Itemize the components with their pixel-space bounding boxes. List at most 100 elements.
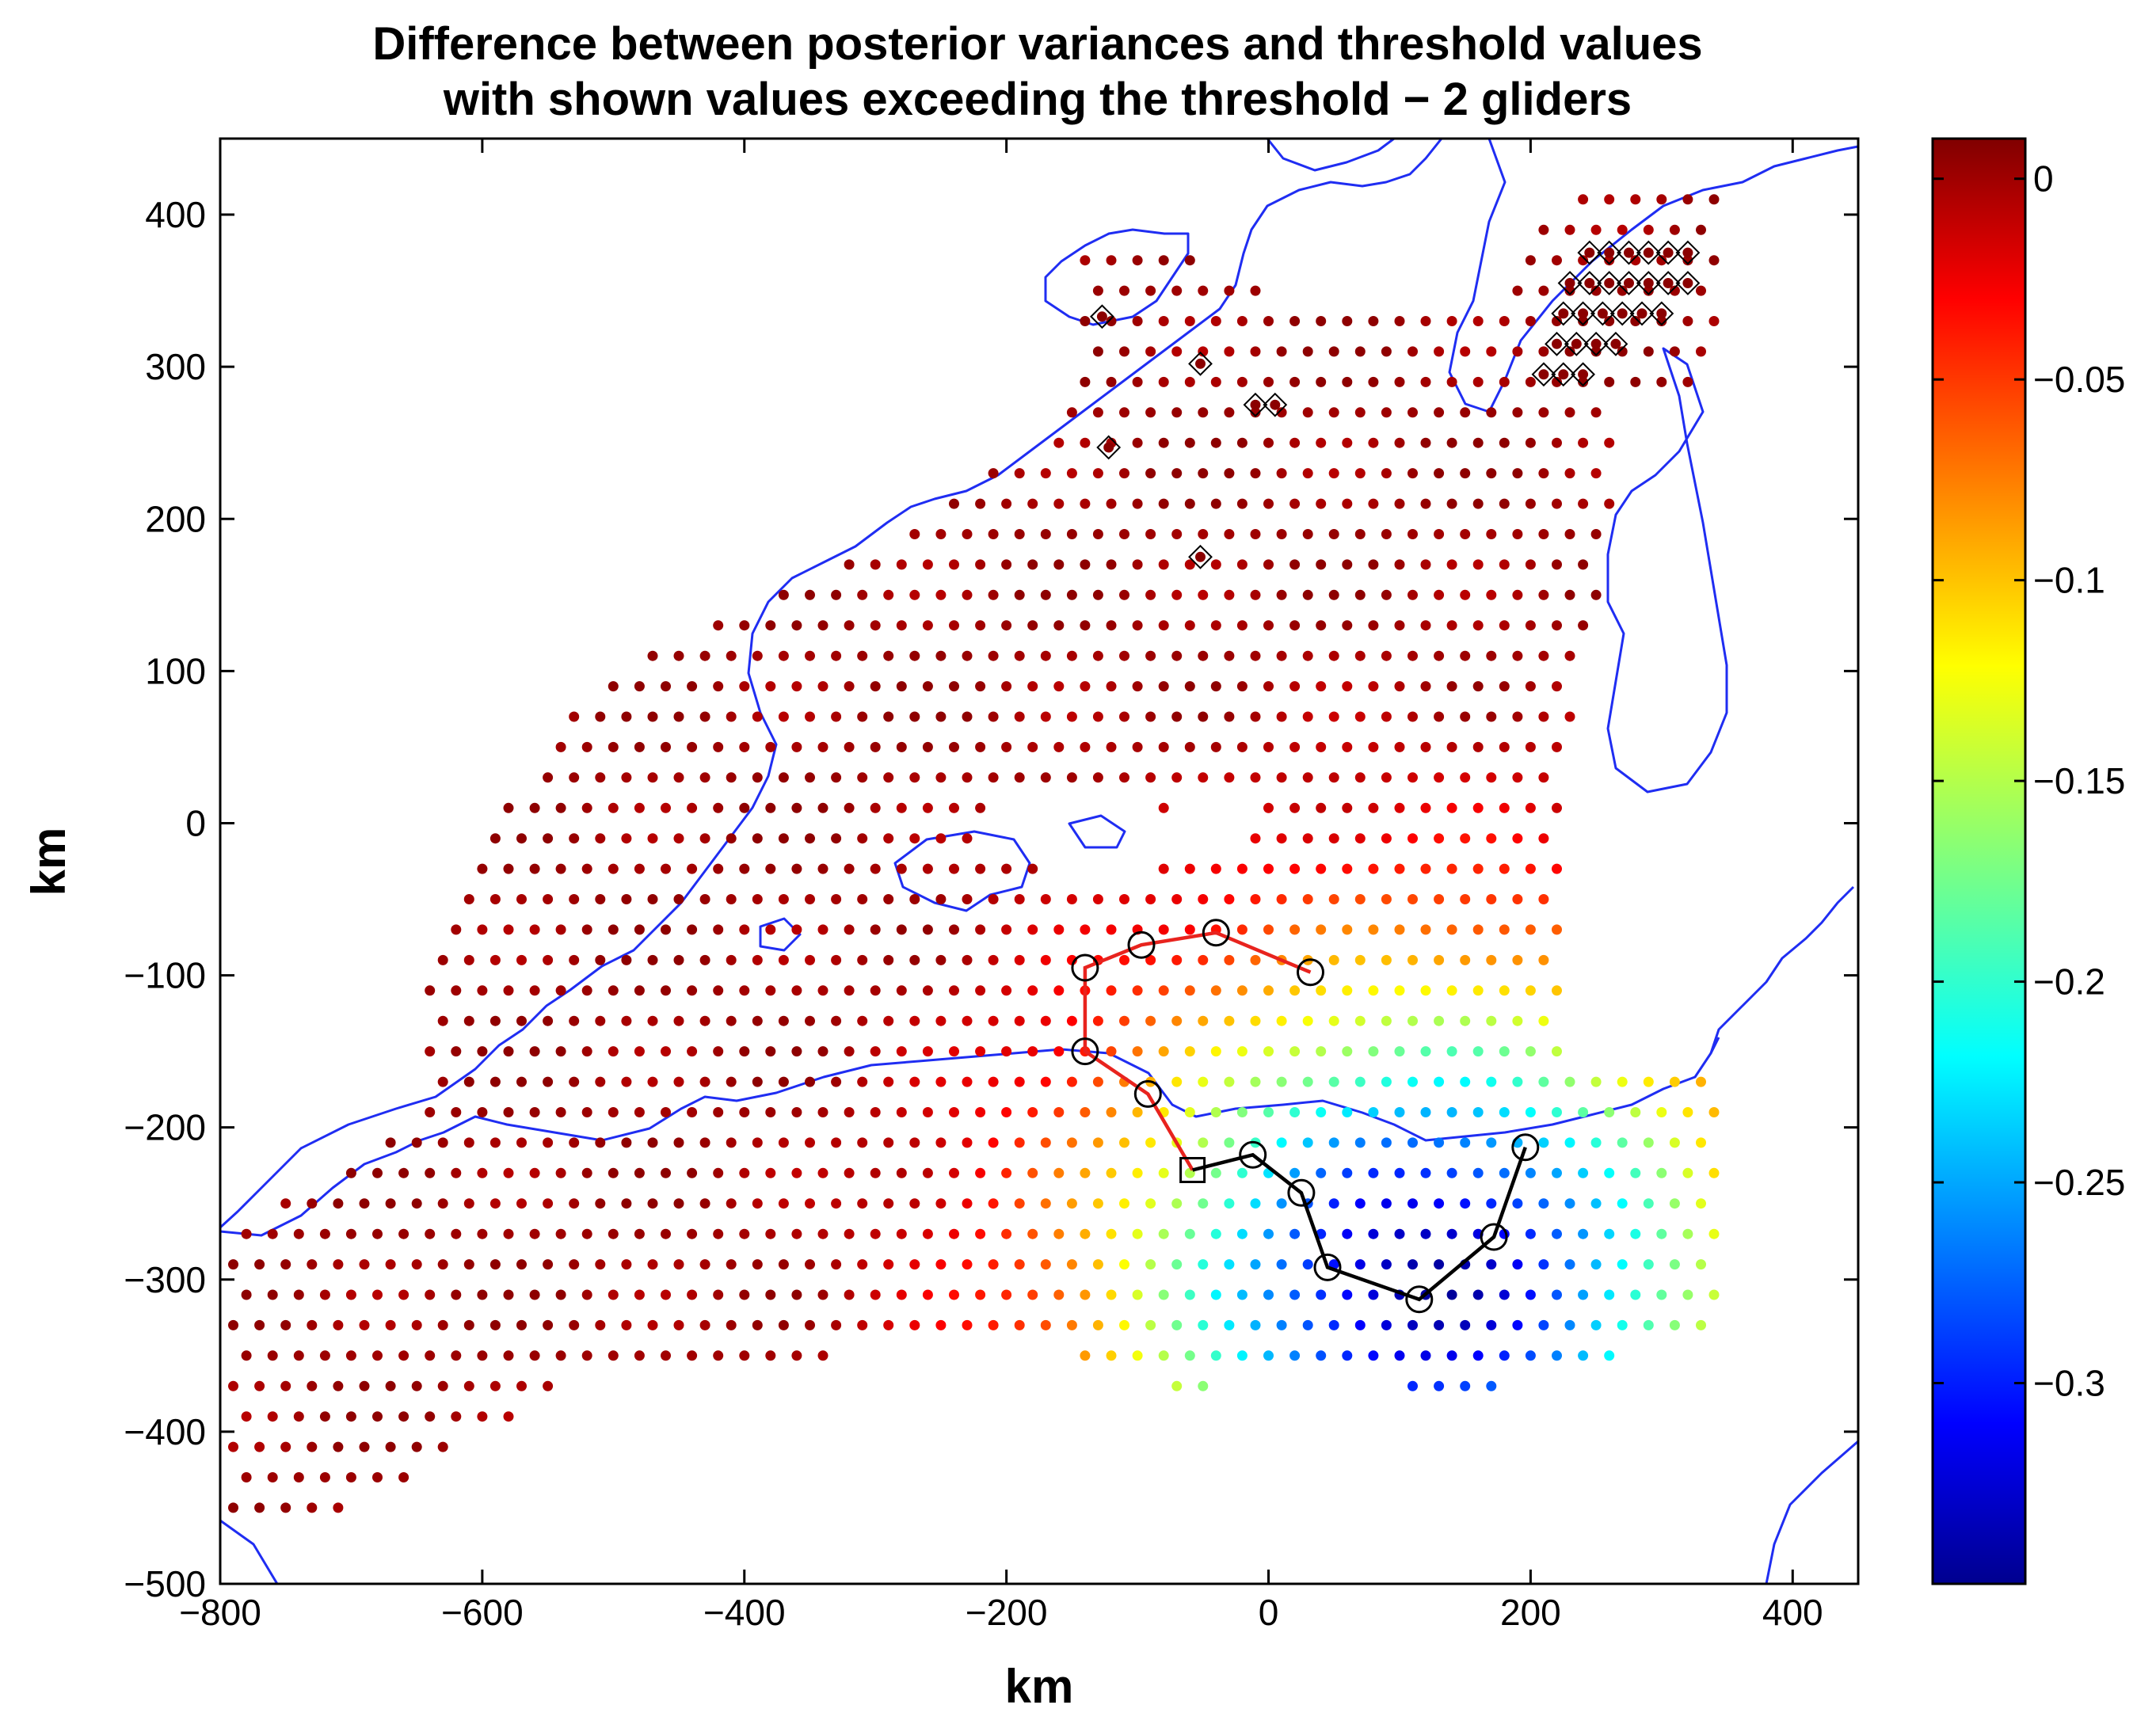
field-point [1446, 559, 1457, 570]
field-point [1066, 1137, 1077, 1148]
field-point [228, 1259, 238, 1270]
field-point [909, 772, 920, 783]
field-point [529, 1167, 540, 1178]
field-point [1460, 833, 1471, 844]
exceeding-point-dot [1604, 278, 1615, 288]
field-point [1263, 559, 1274, 570]
field-point [463, 1198, 474, 1209]
field-point [1092, 772, 1103, 783]
field-point [739, 681, 750, 692]
field-point [1316, 1046, 1327, 1057]
field-point [307, 1380, 318, 1391]
field-point [791, 985, 802, 996]
field-point [1080, 376, 1091, 387]
field-point [1066, 407, 1077, 418]
field-point [555, 1107, 566, 1117]
field-point [962, 1076, 973, 1087]
field-point [1198, 1076, 1209, 1087]
field-point [1027, 863, 1038, 874]
field-point [621, 894, 632, 904]
field-point [1184, 924, 1195, 935]
field-point [1368, 1228, 1379, 1239]
field-point [463, 1137, 474, 1148]
field-point [1224, 1259, 1235, 1270]
field-point [1132, 741, 1143, 752]
field-point [241, 1472, 252, 1482]
field-point [1552, 255, 1562, 266]
field-point [489, 1137, 501, 1148]
field-point [1354, 1319, 1366, 1330]
field-point [1119, 529, 1129, 539]
field-point [1552, 316, 1562, 326]
field-point [1250, 772, 1261, 783]
field-point [1210, 985, 1221, 996]
field-point [1486, 589, 1497, 600]
field-point [516, 1198, 527, 1209]
field-point [1446, 498, 1457, 509]
field-point [1538, 711, 1549, 722]
field-point [1080, 1350, 1091, 1361]
field-point [962, 1319, 973, 1330]
field-point [1328, 833, 1339, 844]
field-point [831, 589, 842, 600]
field-point [543, 1380, 554, 1391]
x-tick-label: −600 [441, 1592, 524, 1633]
glider-tracks [1071, 919, 1540, 1314]
field-point [1027, 1107, 1038, 1117]
field-point [1328, 1319, 1339, 1330]
field-point [1342, 681, 1353, 692]
field-point [1328, 1137, 1339, 1148]
field-point [1617, 285, 1628, 296]
field-point [988, 1137, 999, 1148]
field-point [922, 924, 933, 935]
exceeding-diamond-marker [1571, 362, 1595, 387]
glider-2-track-line [1192, 1146, 1527, 1302]
field-point [1053, 437, 1065, 448]
field-point [791, 1167, 802, 1178]
exceeding-diamond-marker [1188, 544, 1213, 569]
field-point [1525, 1107, 1536, 1117]
field-point [1106, 316, 1117, 326]
field-point [1407, 772, 1418, 783]
exceeding-point-dot [1558, 369, 1569, 380]
y-tick-label: 0 [185, 802, 206, 843]
field-point [1224, 954, 1235, 965]
field-point [1171, 1198, 1183, 1209]
field-point [634, 1350, 645, 1361]
field-point [1184, 863, 1195, 874]
field-point [1538, 1319, 1549, 1330]
field-point [870, 681, 881, 692]
field-point [791, 620, 802, 631]
field-point [1420, 1350, 1431, 1361]
field-point [1027, 681, 1038, 692]
field-point [896, 620, 907, 631]
field-point [1158, 376, 1169, 387]
field-point [1119, 1137, 1129, 1148]
exceeding-point-dot [1682, 247, 1693, 258]
x-axis: −800 −600 −400 −200 0 200 400 [179, 139, 1823, 1633]
field-point [896, 741, 907, 752]
field-point [1578, 1228, 1589, 1239]
field-point [699, 833, 710, 844]
field-point [1263, 1107, 1274, 1117]
field-point [1132, 681, 1143, 692]
field-point [1578, 1167, 1589, 1178]
field-point [831, 711, 842, 722]
field-point [1053, 681, 1065, 692]
field-point [254, 1502, 265, 1513]
field-point [1590, 285, 1602, 296]
field-point [1538, 1137, 1549, 1148]
field-point [1368, 498, 1379, 509]
field-point [372, 1289, 383, 1300]
field-point [1158, 1228, 1169, 1239]
field-point [569, 954, 580, 965]
field-point [1499, 924, 1510, 935]
field-point [909, 711, 920, 722]
field-point [1525, 1289, 1536, 1300]
y-tick-label: −500 [124, 1563, 206, 1604]
field-point [1289, 863, 1301, 874]
field-point [857, 833, 868, 844]
field-point [1289, 620, 1301, 631]
field-point [516, 1137, 527, 1148]
field-point [1354, 1259, 1366, 1270]
